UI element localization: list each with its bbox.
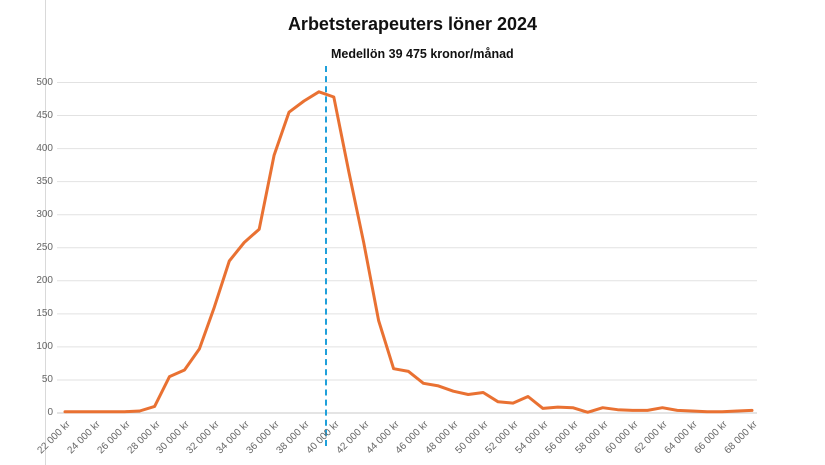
y-axis-tick-label: 450 xyxy=(36,109,53,121)
y-axis-tick-label: 350 xyxy=(36,175,53,187)
chart-title: Arbetsterapeuters löner 2024 xyxy=(287,14,538,34)
y-axis-tick-label: 50 xyxy=(41,373,53,385)
y-axis-tick-label: 100 xyxy=(36,340,53,352)
y-axis-tick-label: 300 xyxy=(36,208,53,220)
y-axis-tick-label: 250 xyxy=(36,241,53,253)
y-axis-tick-label: 0 xyxy=(47,407,53,418)
mean-salary-annotation: Medellön 39 475 kronor/månad xyxy=(330,47,514,61)
y-axis-tick-label: 200 xyxy=(36,274,53,286)
y-axis-tick-label: 150 xyxy=(36,307,53,319)
left-divider-line xyxy=(45,0,46,465)
y-axis-tick-label: 400 xyxy=(36,142,53,154)
y-axis-tick-label: 500 xyxy=(36,76,53,88)
salary-line-series xyxy=(63,90,754,414)
mean-salary-dashed-line xyxy=(324,66,327,446)
